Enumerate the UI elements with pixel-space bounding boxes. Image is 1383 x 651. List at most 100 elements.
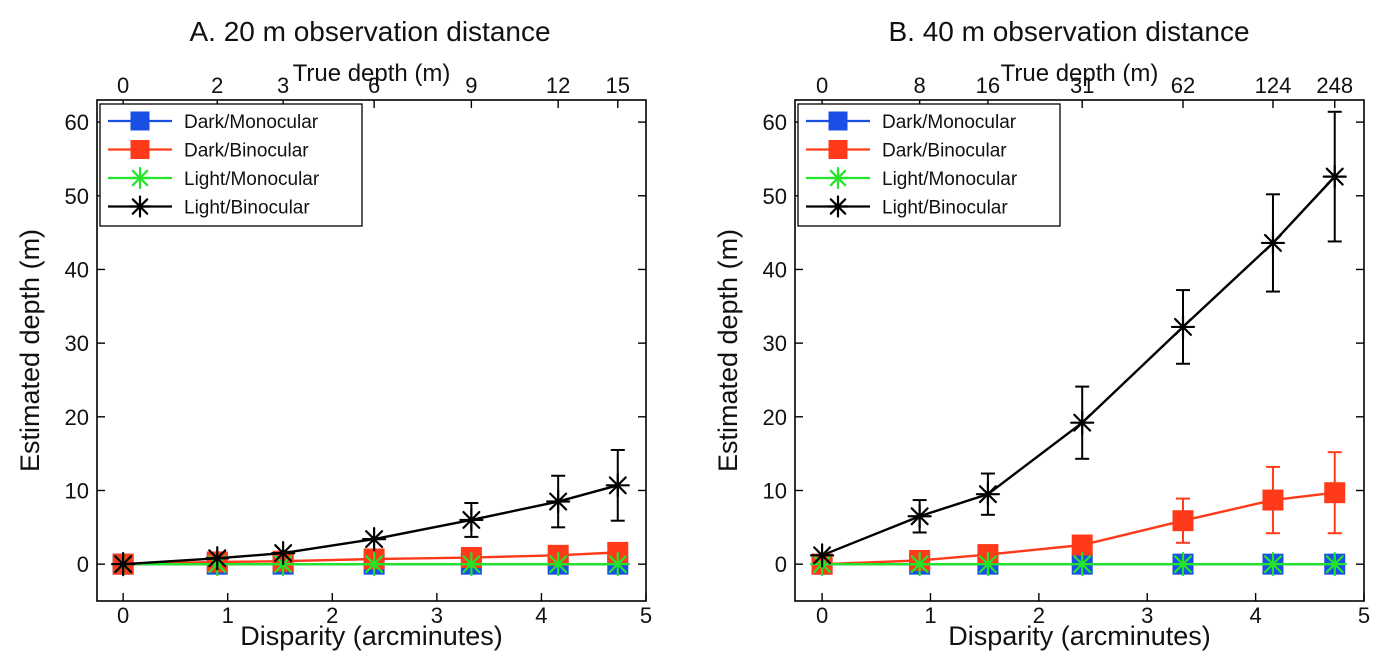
x-axis-label: Disparity (arcminutes) <box>240 621 503 651</box>
marker-square <box>130 140 150 159</box>
axes-box <box>96 99 647 602</box>
marker-asterisk <box>111 552 136 577</box>
marker-asterisk <box>205 546 230 571</box>
marker-asterisk <box>128 195 152 218</box>
x-tick-label: 0 <box>117 603 129 628</box>
y-tick-label: 10 <box>65 478 89 503</box>
top-tick-label: 9 <box>465 73 477 98</box>
legend-item: Light/Binocular <box>108 195 310 219</box>
legend-label: Light/Binocular <box>184 198 310 219</box>
marker-square <box>1262 489 1284 511</box>
top-tick-label: 8 <box>914 73 926 98</box>
x-tick-label: 4 <box>1249 603 1261 628</box>
y-tick-label: 50 <box>763 184 787 209</box>
marker-square <box>1324 482 1346 504</box>
y-tick-label: 60 <box>65 110 89 135</box>
x-tick-label: 2 <box>1033 603 1045 628</box>
legend-label: Dark/Binocular <box>882 141 1007 162</box>
chart-title: B. 40 m observation distance <box>888 16 1249 47</box>
top-tick-label: 15 <box>606 73 630 98</box>
legend-label: Dark/Monocular <box>882 112 1017 133</box>
y-tick-label: 30 <box>65 331 89 356</box>
x-tick-label: 0 <box>816 603 828 628</box>
top-tick-label: 248 <box>1316 73 1353 98</box>
marker-asterisk <box>1070 410 1095 435</box>
series-light-binocular <box>809 110 1347 568</box>
legend-label: Dark/Monocular <box>184 112 319 133</box>
marker-asterisk <box>826 166 850 190</box>
marker-asterisk <box>1070 552 1095 577</box>
y-tick-label: 0 <box>775 552 787 577</box>
legend-item: Light/Monocular <box>806 166 1018 190</box>
y-tick-label: 0 <box>77 552 89 577</box>
y-tick-label: 60 <box>763 110 787 135</box>
marker-asterisk <box>975 482 1001 507</box>
top-tick-label: 12 <box>546 73 570 98</box>
marker-asterisk <box>459 552 484 577</box>
top-axis-label: True depth (m) <box>1001 60 1159 87</box>
x-axis-label: Disparity (arcminutes) <box>948 621 1211 651</box>
legend-item: Dark/Binocular <box>806 140 1007 162</box>
x-tick-label: 5 <box>640 603 652 628</box>
marker-square <box>130 111 150 131</box>
legend-item: Dark/Binocular <box>108 140 309 162</box>
marker-square <box>1172 510 1194 532</box>
legend: Dark/Monocular Dark/Binocular Light/Monocu… <box>99 103 363 227</box>
y-axis-label: Estimated depth (m) <box>713 229 743 472</box>
marker-asterisk <box>1260 230 1286 256</box>
axes-box <box>794 99 1365 602</box>
top-tick-label: 16 <box>976 73 1000 98</box>
top-tick-label: 2 <box>211 73 223 98</box>
legend-item: Light/Monocular <box>108 166 320 190</box>
marker-asterisk <box>605 473 630 498</box>
chart-panel-b: B. 40 m observation distance True depth (… <box>713 16 1370 651</box>
marker-asterisk <box>546 489 571 514</box>
marker-asterisk <box>271 541 296 566</box>
y-tick-label: 20 <box>65 405 89 430</box>
marker-square <box>828 140 848 159</box>
marker-asterisk <box>826 195 850 218</box>
marker-asterisk <box>362 552 387 577</box>
legend-item: Light/Binocular <box>806 195 1008 219</box>
marker-asterisk <box>128 166 152 190</box>
marker-asterisk <box>362 527 387 552</box>
y-axis-label: Estimated depth (m) <box>15 229 45 472</box>
marker-asterisk <box>907 504 932 529</box>
marker-asterisk <box>546 552 571 577</box>
x-tick-label: 3 <box>1141 603 1153 628</box>
legend-item: Dark/Monocular <box>108 111 319 133</box>
marker-asterisk <box>907 552 932 577</box>
top-tick-label: 31 <box>1070 73 1094 98</box>
x-tick-label: 2 <box>326 603 338 628</box>
marker-square <box>1071 534 1093 556</box>
top-tick-label: 62 <box>1171 73 1195 98</box>
x-tick-label: 3 <box>431 603 443 628</box>
marker-asterisk <box>975 552 1001 577</box>
marker-asterisk <box>1170 314 1196 340</box>
marker-asterisk <box>1260 552 1286 577</box>
y-tick-label: 30 <box>763 331 787 356</box>
legend-item: Dark/Monocular <box>806 111 1017 133</box>
marker-square <box>828 111 848 131</box>
legend-label: Light/Binocular <box>882 198 1008 219</box>
legend: Dark/Monocular Dark/Binocular Light/Monocu… <box>797 103 1061 227</box>
top-tick-label: 0 <box>117 73 129 98</box>
top-tick-label: 6 <box>368 73 380 98</box>
legend-label: Light/Monocular <box>882 169 1018 190</box>
marker-asterisk <box>809 543 835 568</box>
y-tick-label: 10 <box>763 478 787 503</box>
y-tick-label: 50 <box>65 184 89 209</box>
x-tick-label: 1 <box>924 603 936 628</box>
top-tick-label: 3 <box>277 73 289 98</box>
chart-panel-a: A. 20 m observation distance True depth (… <box>15 16 652 651</box>
top-tick-label: 124 <box>1255 73 1292 98</box>
y-tick-label: 20 <box>763 405 787 430</box>
x-tick-label: 5 <box>1358 603 1370 628</box>
y-tick-label: 40 <box>763 257 787 282</box>
marker-asterisk <box>1322 164 1347 189</box>
series-light-binocular <box>111 448 630 577</box>
marker-asterisk <box>605 552 630 577</box>
marker-asterisk <box>1170 552 1196 577</box>
x-tick-label: 4 <box>535 603 547 628</box>
